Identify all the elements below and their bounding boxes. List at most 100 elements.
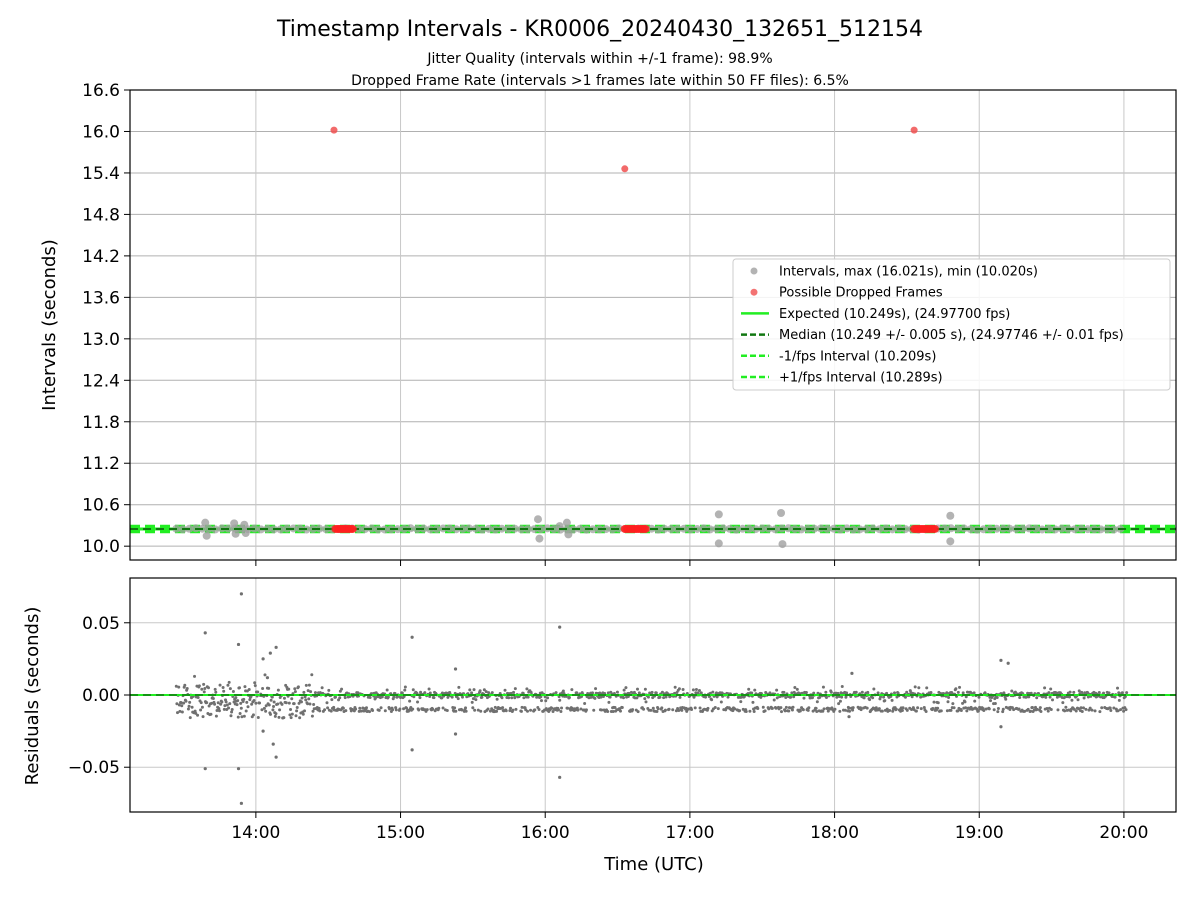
residual-point bbox=[779, 706, 783, 710]
interval-point bbox=[823, 524, 832, 533]
x-axis-label: Time (UTC) bbox=[603, 854, 704, 875]
residual-point bbox=[236, 642, 241, 647]
bottom-x-tick-label: 17:00 bbox=[665, 823, 714, 843]
residual-point bbox=[910, 695, 914, 699]
residual-point bbox=[698, 706, 702, 710]
residual-point bbox=[747, 687, 751, 691]
residual-point bbox=[223, 704, 227, 708]
residual-point bbox=[591, 691, 595, 695]
residual-point bbox=[276, 688, 280, 692]
residual-point bbox=[958, 685, 962, 689]
residual-point bbox=[274, 755, 278, 759]
residual-point bbox=[560, 706, 564, 710]
top-y-axis-label: Intervals (seconds) bbox=[39, 239, 60, 411]
residual-point bbox=[513, 687, 517, 691]
residual-point bbox=[340, 687, 344, 691]
residual-point bbox=[885, 707, 889, 711]
residual-point bbox=[457, 685, 461, 689]
residual-point bbox=[579, 707, 583, 711]
residual-point bbox=[888, 709, 892, 713]
residual-point bbox=[278, 708, 282, 712]
residual-point bbox=[280, 702, 284, 706]
residual-point bbox=[290, 697, 294, 701]
residual-point bbox=[1049, 707, 1053, 711]
residual-point bbox=[243, 685, 247, 689]
residual-point bbox=[956, 709, 960, 713]
residual-point bbox=[392, 695, 396, 699]
residual-point bbox=[807, 706, 811, 710]
residual-point bbox=[851, 708, 855, 712]
residual-point bbox=[338, 696, 342, 700]
interval-point bbox=[784, 524, 793, 533]
residual-point bbox=[199, 701, 203, 705]
residual-point bbox=[939, 709, 943, 713]
residual-point bbox=[905, 708, 909, 712]
residual-point bbox=[295, 709, 299, 713]
residual-point bbox=[822, 707, 826, 711]
residual-point bbox=[472, 688, 476, 692]
residual-point bbox=[716, 707, 720, 711]
residual-point bbox=[391, 708, 395, 712]
residual-point bbox=[1010, 689, 1014, 693]
bottom-y-tick-label: −0.05 bbox=[68, 758, 120, 778]
residual-point bbox=[1080, 690, 1084, 694]
residual-point bbox=[844, 695, 848, 699]
interval-point bbox=[714, 539, 723, 548]
residual-point bbox=[671, 708, 675, 712]
residual-point bbox=[599, 695, 603, 699]
residual-point bbox=[226, 683, 230, 687]
residual-point bbox=[694, 688, 698, 692]
residual-point bbox=[583, 702, 587, 706]
residual-point bbox=[791, 705, 795, 709]
residual-point bbox=[644, 700, 648, 704]
residual-point bbox=[883, 699, 887, 703]
residual-point bbox=[271, 742, 275, 746]
bottom-x-tick-label: 18:00 bbox=[810, 823, 859, 843]
residual-point bbox=[177, 685, 181, 689]
bottom-y-tick-label: 0.05 bbox=[82, 614, 120, 634]
residual-point bbox=[211, 697, 215, 701]
residual-point bbox=[815, 700, 819, 704]
residual-point bbox=[1045, 706, 1049, 710]
residual-point bbox=[964, 706, 968, 710]
residual-point bbox=[1107, 691, 1111, 695]
residual-point bbox=[575, 691, 579, 695]
residual-point bbox=[228, 702, 232, 706]
residual-point bbox=[961, 701, 965, 705]
residual-point bbox=[184, 699, 188, 703]
residual-point bbox=[738, 709, 742, 713]
residual-point bbox=[719, 700, 723, 704]
residual-point bbox=[268, 712, 272, 716]
legend-box bbox=[732, 258, 1171, 391]
residual-point bbox=[519, 709, 523, 713]
residual-point bbox=[175, 702, 179, 706]
residual-point bbox=[753, 688, 757, 692]
residual-point bbox=[311, 709, 315, 713]
interval-point bbox=[535, 534, 544, 543]
residual-point bbox=[205, 701, 209, 705]
residual-point bbox=[386, 695, 390, 699]
residual-point bbox=[643, 687, 647, 691]
residual-point bbox=[295, 706, 299, 710]
residual-point bbox=[1116, 686, 1120, 690]
residual-point bbox=[323, 708, 327, 712]
residual-point bbox=[217, 709, 221, 713]
residual-point bbox=[256, 716, 260, 720]
residual-point bbox=[210, 701, 214, 705]
residual-point bbox=[711, 690, 715, 694]
residual-point bbox=[931, 707, 935, 711]
residual-point bbox=[693, 706, 697, 710]
residual-point bbox=[190, 705, 194, 709]
residual-point bbox=[558, 698, 562, 702]
residual-point bbox=[264, 709, 268, 713]
residual-point bbox=[1027, 695, 1031, 699]
residual-point bbox=[848, 709, 852, 713]
residual-point bbox=[508, 706, 512, 710]
residual-point bbox=[699, 691, 703, 695]
legend-label: Expected (10.249s), (24.97700 fps) bbox=[779, 307, 1010, 322]
residual-point bbox=[615, 690, 619, 694]
residual-point bbox=[303, 709, 307, 713]
residual-point bbox=[893, 691, 897, 695]
top-y-tick-label: 11.2 bbox=[82, 454, 120, 474]
residual-point bbox=[329, 709, 333, 713]
